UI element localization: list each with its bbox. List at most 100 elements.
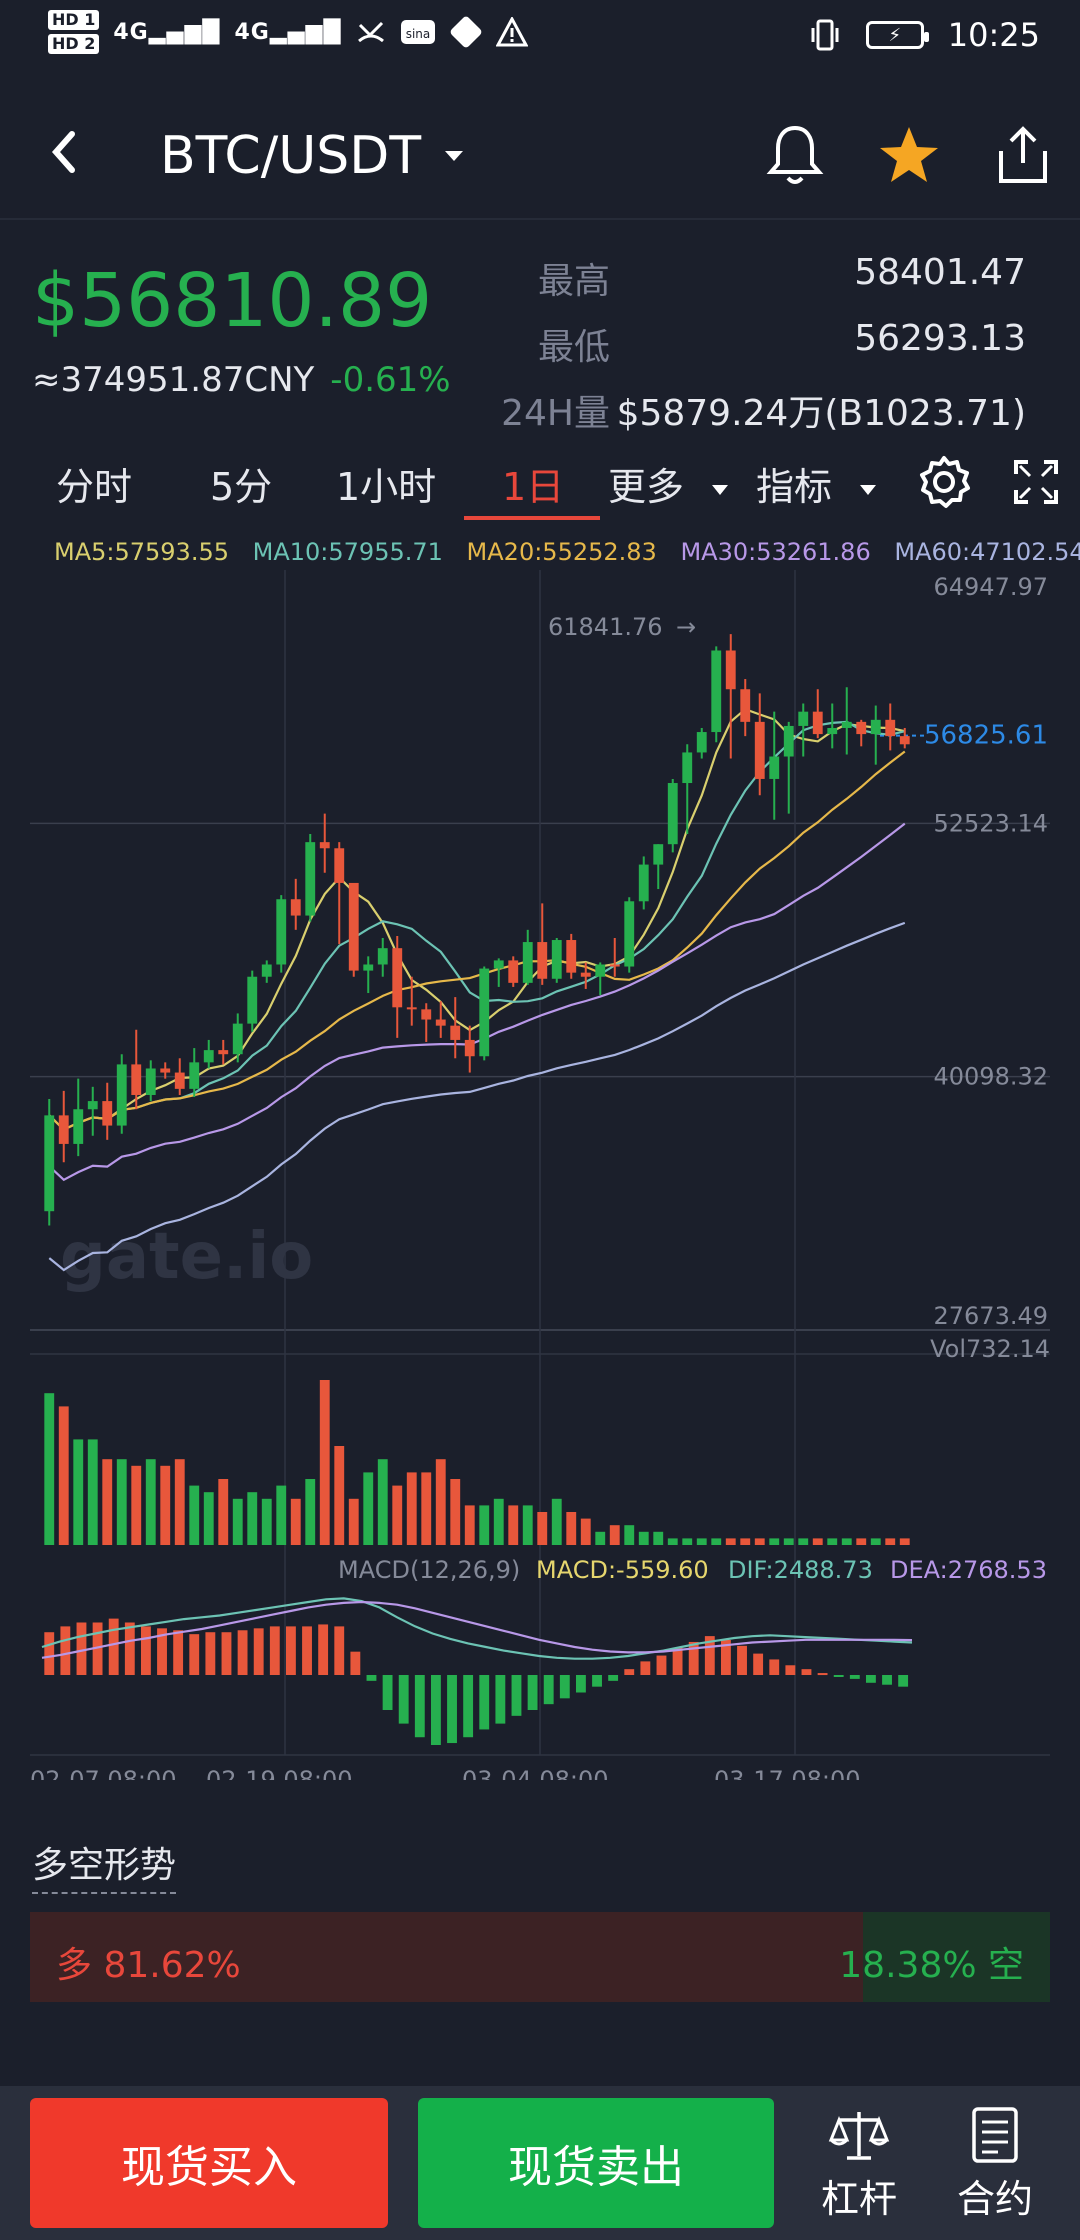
volume-bar [754, 1538, 765, 1545]
volume-bar [508, 1505, 519, 1545]
cny-price: ≈374951.87CNY -0.61% [32, 360, 451, 400]
macd-hist-bar [575, 1675, 586, 1693]
short-ratio: 18.38% 空 [839, 1945, 1024, 1986]
candle-body [406, 1007, 417, 1010]
candle-body [493, 960, 504, 969]
y-label-top: 64947.97 [933, 573, 1048, 601]
macd-hist-bar [269, 1626, 280, 1675]
tab-timeshare[interactable]: 分时 [56, 465, 133, 509]
candle-body [116, 1064, 127, 1126]
y-label-40098: 40098.32 [933, 1063, 1048, 1091]
watermark: gate.io [60, 1220, 313, 1294]
macd-hist-bar [302, 1626, 312, 1675]
macd-hist-bar [108, 1618, 119, 1675]
tab-1day[interactable]: 1日 [502, 465, 565, 509]
candle-body [203, 1050, 214, 1063]
candle-body [44, 1115, 55, 1212]
tab-indicators[interactable]: 指标 [756, 456, 878, 511]
status-right: ⚡ 10:25 [808, 16, 1040, 54]
chevron-left-icon [51, 131, 75, 173]
spot-sell-button[interactable]: 现货卖出 [418, 2098, 774, 2228]
macd-hist-bar [463, 1675, 474, 1738]
candle-body [189, 1062, 200, 1089]
macd-hist-bar [801, 1669, 812, 1675]
spot-buy-button[interactable]: 现货买入 [30, 2098, 388, 2228]
kline-chart[interactable]: gate.io 64947.97 52523.14 40098.32 27673… [0, 560, 1080, 1780]
volume-bar [638, 1531, 649, 1545]
header: BTC/USDT [0, 90, 1080, 220]
macd-hist-bar [447, 1675, 457, 1744]
dea-line [41, 1600, 913, 1659]
svg-text:sina: sina [405, 27, 430, 41]
short-portion [862, 1912, 1050, 2002]
volume-bar [261, 1498, 272, 1545]
volume-bar [334, 1446, 345, 1545]
candle-body [464, 1039, 475, 1057]
x-tick-0207: 02-07 08:00 [30, 1766, 177, 1780]
macd-hist-bar [366, 1675, 377, 1681]
macd-hist-bar [221, 1632, 232, 1675]
share-button[interactable] [988, 120, 1058, 190]
back-button[interactable] [44, 122, 84, 192]
signal1-icon: 4G▂▄▆█ [113, 19, 221, 45]
candle-body [566, 940, 577, 973]
contract-button[interactable]: 合约 [940, 2106, 1050, 2226]
candle-body [537, 942, 548, 979]
volume-bar [899, 1538, 910, 1545]
dif-value: DIF:2488.73 [728, 1556, 873, 1584]
candle-body [58, 1115, 69, 1144]
candle-body [145, 1068, 156, 1095]
candle-body [856, 721, 867, 735]
chart-settings-button[interactable] [914, 452, 974, 512]
status-left: HD 1 HD 2 4G▂▄▆█ 4G▂▄▆█ sina [48, 10, 528, 54]
leverage-button[interactable]: 杠杆 [804, 2106, 914, 2226]
tab-more[interactable]: 更多 [608, 456, 730, 511]
pair-selector[interactable]: BTC/USDT [160, 126, 465, 186]
candle-body [421, 1009, 432, 1020]
candle-body [812, 711, 823, 735]
macd-hist-bar [608, 1675, 619, 1681]
volume-bar [421, 1472, 432, 1545]
candle-body [319, 842, 330, 849]
volume-bar [740, 1538, 751, 1545]
macd-hist-bar [479, 1675, 490, 1730]
volume-bar [319, 1380, 330, 1545]
battery-icon: ⚡ [865, 21, 929, 49]
tab-1hour[interactable]: 1小时 [336, 465, 437, 509]
favorite-button[interactable] [874, 120, 944, 190]
vibrate-icon [811, 19, 839, 51]
alert-button[interactable] [760, 120, 830, 190]
volume-bar [44, 1393, 55, 1545]
ma20-line [48, 750, 906, 1131]
long-short-title[interactable]: 多空形势 [32, 1836, 177, 1894]
macd-hist-bar [430, 1675, 441, 1745]
ma5-label: MA5:57593.55 [54, 538, 229, 566]
signal2-icon: 4G▂▄▆█ [234, 19, 342, 45]
hd-indicators: HD 1 HD 2 [48, 10, 100, 54]
chart-grid [30, 570, 1050, 1756]
macd-hist-bar [189, 1634, 200, 1675]
macd-hist-bar [495, 1675, 506, 1724]
clock: 10:25 [947, 16, 1040, 54]
candle-body [885, 719, 896, 737]
candle-body [740, 689, 751, 722]
volume-bar [232, 1498, 243, 1545]
macd-hist-bar [511, 1675, 522, 1716]
volume-bar [276, 1485, 287, 1545]
long-short-bar: 多 81.62% 18.38% 空 [30, 1912, 1050, 2002]
y-label-bottom: 27673.49 [933, 1302, 1048, 1330]
caret-down-icon [445, 151, 464, 161]
volume-bar [827, 1538, 838, 1545]
fullscreen-button[interactable] [1006, 452, 1066, 512]
macd-hist-bar [753, 1653, 764, 1675]
macd-hist-bar [60, 1626, 71, 1675]
high-value: 58401.47 [854, 252, 1026, 293]
volume-bar [348, 1498, 359, 1545]
scale-icon [828, 2112, 890, 2160]
document-icon [972, 2107, 1018, 2163]
long-ratio: 多 81.62% [56, 1945, 241, 1986]
volume-bar [363, 1472, 374, 1545]
candle-body [131, 1064, 142, 1095]
tab-5min[interactable]: 5分 [210, 465, 273, 509]
volume-bar [218, 1479, 229, 1545]
